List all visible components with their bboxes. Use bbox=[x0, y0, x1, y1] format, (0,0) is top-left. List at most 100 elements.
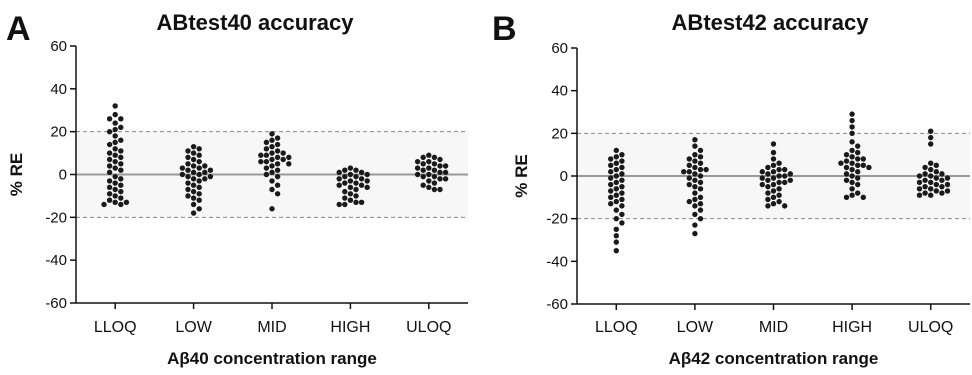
data-point bbox=[849, 154, 855, 160]
data-point bbox=[190, 150, 197, 156]
data-point bbox=[442, 176, 449, 182]
data-point bbox=[196, 197, 202, 203]
data-point bbox=[269, 163, 275, 169]
data-point bbox=[190, 176, 197, 182]
data-point bbox=[286, 154, 292, 161]
data-point bbox=[274, 154, 281, 161]
data-point bbox=[112, 165, 118, 171]
data-point bbox=[782, 166, 788, 173]
data-point bbox=[697, 186, 704, 192]
data-point bbox=[118, 188, 124, 195]
data-point bbox=[928, 186, 934, 192]
data-point bbox=[431, 173, 438, 180]
data-point bbox=[928, 173, 934, 179]
chart-title: ABtest42 accuracy bbox=[672, 10, 870, 35]
data-point bbox=[922, 171, 928, 177]
data-point bbox=[118, 161, 124, 167]
data-point bbox=[269, 169, 275, 176]
data-point bbox=[770, 201, 777, 207]
data-point bbox=[347, 178, 354, 184]
data-point bbox=[619, 196, 625, 203]
data-point bbox=[185, 154, 191, 161]
data-point bbox=[106, 169, 113, 176]
data-point bbox=[190, 195, 197, 201]
data-point bbox=[692, 158, 698, 164]
data-point bbox=[759, 169, 765, 175]
data-point bbox=[692, 137, 698, 143]
data-point bbox=[274, 167, 281, 173]
data-point bbox=[358, 169, 365, 176]
data-point bbox=[916, 186, 923, 192]
data-point bbox=[770, 156, 777, 162]
data-point bbox=[933, 181, 939, 188]
data-point bbox=[765, 190, 771, 196]
data-point bbox=[106, 178, 113, 184]
data-point bbox=[431, 154, 438, 161]
data-point bbox=[916, 173, 923, 179]
category-label: LLOQ bbox=[595, 319, 638, 336]
data-point bbox=[692, 196, 698, 203]
data-point bbox=[263, 158, 270, 165]
data-point bbox=[916, 192, 923, 198]
data-point bbox=[347, 171, 354, 178]
data-point bbox=[849, 186, 855, 192]
y-tick-label: 0 bbox=[59, 167, 67, 184]
data-point bbox=[776, 186, 782, 192]
data-point bbox=[855, 156, 861, 162]
data-point bbox=[697, 201, 704, 207]
data-point bbox=[613, 198, 619, 205]
data-point bbox=[185, 186, 191, 193]
y-axis-label: % RE bbox=[512, 154, 531, 197]
y-tick-label: 40 bbox=[50, 81, 67, 98]
data-point bbox=[414, 158, 421, 165]
data-point bbox=[613, 147, 619, 154]
data-point bbox=[112, 126, 118, 133]
data-point bbox=[860, 162, 866, 169]
data-point bbox=[442, 163, 449, 169]
data-point bbox=[776, 160, 782, 166]
data-point bbox=[106, 116, 113, 122]
x-axis-label: Aβ40 concentration range bbox=[167, 349, 377, 368]
data-point bbox=[269, 143, 275, 150]
data-point bbox=[619, 164, 625, 171]
data-point bbox=[849, 139, 855, 145]
data-point bbox=[692, 143, 698, 149]
data-point bbox=[613, 160, 619, 166]
data-point bbox=[692, 177, 698, 183]
panel-a: -60 -40 -20 0 20 40 60 LLOQ LOW MID HIGH ULOQ ABtest… bbox=[6, 10, 468, 368]
data-point bbox=[420, 154, 426, 161]
data-point bbox=[196, 184, 202, 191]
data-point bbox=[185, 193, 191, 199]
data-point bbox=[426, 165, 432, 171]
data-point bbox=[613, 207, 619, 213]
data-point bbox=[697, 147, 704, 154]
data-point bbox=[686, 198, 692, 205]
data-point bbox=[922, 177, 928, 183]
data-point bbox=[608, 156, 614, 162]
data-point bbox=[849, 179, 855, 186]
data-point bbox=[613, 179, 619, 186]
data-point bbox=[692, 203, 698, 209]
data-point bbox=[933, 188, 939, 194]
panel-letter: A bbox=[6, 10, 31, 48]
data-point bbox=[849, 192, 855, 198]
category-label: MID bbox=[759, 319, 788, 336]
data-point bbox=[347, 191, 354, 197]
data-point bbox=[697, 160, 704, 166]
data-point bbox=[619, 220, 625, 226]
data-point bbox=[939, 177, 945, 183]
data-point bbox=[185, 167, 191, 173]
data-point bbox=[933, 169, 939, 175]
data-point bbox=[414, 171, 421, 178]
data-point bbox=[106, 191, 113, 197]
data-point bbox=[112, 139, 118, 146]
data-point bbox=[364, 178, 370, 184]
category-label: MID bbox=[257, 319, 286, 336]
data-point bbox=[770, 175, 777, 181]
data-point bbox=[123, 199, 130, 206]
data-point bbox=[112, 186, 118, 193]
data-point bbox=[118, 195, 124, 201]
data-point bbox=[106, 150, 113, 156]
